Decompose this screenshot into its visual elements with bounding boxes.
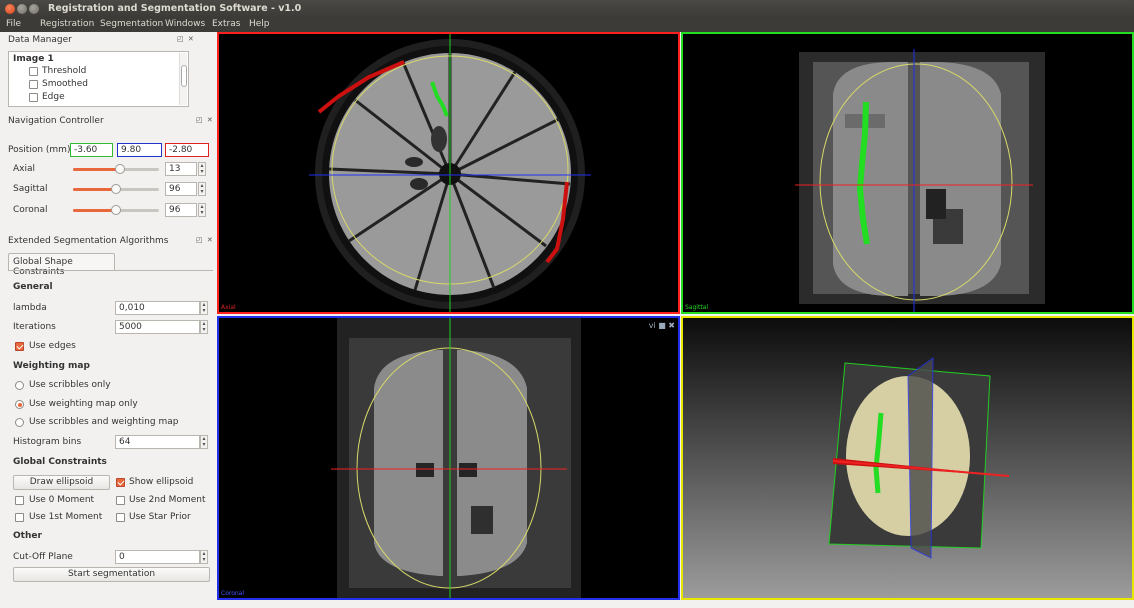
- 3d-render: [828, 357, 1010, 559]
- position-z-field[interactable]: -2.80: [165, 143, 209, 157]
- iterations-spin-arrows[interactable]: ▴ ▾: [200, 320, 208, 334]
- coronal-spin-arrows[interactable]: ▴ ▾: [198, 203, 206, 217]
- histogram-bins-field[interactable]: 64: [115, 435, 200, 449]
- axial-image: Axial: [221, 34, 591, 312]
- scribbles-only-radio[interactable]: [15, 381, 24, 390]
- coronal-corner-label: Coronal: [221, 590, 244, 597]
- coronal-spinbox[interactable]: 96: [165, 203, 197, 217]
- menu-bar: File Registration Segmentation Windows E…: [0, 18, 1134, 32]
- iterations-field[interactable]: 5000: [115, 320, 200, 334]
- threshold-label: Threshold: [42, 66, 87, 76]
- histogram-bins-label: Histogram bins: [13, 437, 82, 447]
- data-item-image[interactable]: Image 1: [13, 54, 54, 64]
- tab-divider: [8, 270, 213, 271]
- data-manager-list[interactable]: Image 1 Threshold Smoothed Edge: [8, 51, 189, 107]
- window-title: Registration and Segmentation Software -…: [48, 3, 302, 14]
- view-options-icon[interactable]: vi ■ ✖: [648, 321, 675, 330]
- histogram-spin-arrows[interactable]: ▴ ▾: [200, 435, 208, 449]
- axial-slider[interactable]: [73, 164, 159, 174]
- ext-seg-title: Extended Segmentation Algorithms: [8, 236, 169, 246]
- axial-spinbox[interactable]: 13: [165, 162, 197, 176]
- weighting-map-only-radio[interactable]: [15, 400, 24, 409]
- iterations-label: Iterations: [13, 322, 56, 332]
- menu-help[interactable]: Help: [249, 19, 270, 29]
- panel-float-close-icon[interactable]: ◰ ✕: [196, 236, 214, 244]
- smoothed-label: Smoothed: [42, 79, 88, 89]
- start-segmentation-button[interactable]: Start segmentation: [13, 567, 210, 582]
- scribbles-and-weighting-label: Use scribbles and weighting map: [29, 417, 179, 427]
- 3d-view[interactable]: [681, 316, 1134, 600]
- sagittal-slider-handle[interactable]: [111, 184, 121, 194]
- edge-checkbox[interactable]: [29, 93, 38, 102]
- use-1st-moment-label: Use 1st Moment: [29, 512, 103, 522]
- sagittal-image: Sagittal: [685, 49, 1045, 312]
- menu-registration[interactable]: Registration: [40, 19, 95, 29]
- sagittal-spinbox[interactable]: 96: [165, 182, 197, 196]
- scribbles-and-weighting-radio[interactable]: [15, 418, 24, 427]
- axial-corner-label: Axial: [221, 304, 236, 311]
- cutoff-plane-field[interactable]: 0: [115, 550, 200, 564]
- panel-float-close-icon[interactable]: ◰ ✕: [177, 35, 195, 43]
- coronal-slider-handle[interactable]: [111, 205, 121, 215]
- left-panel: Data Manager ◰ ✕ Image 1 Threshold Smoot…: [0, 32, 217, 598]
- global-constraints-heading: Global Constraints: [13, 457, 107, 467]
- sagittal-spin-arrows[interactable]: ▴ ▾: [198, 182, 206, 196]
- draw-ellipsoid-button[interactable]: Draw ellipsoid: [13, 475, 110, 490]
- use-star-prior-checkbox[interactable]: [116, 513, 125, 522]
- axial-slider-handle[interactable]: [115, 164, 125, 174]
- nav-controller-title: Navigation Controller: [8, 116, 104, 126]
- title-bar: Registration and Segmentation Software -…: [0, 0, 1134, 18]
- lambda-field[interactable]: 0,010: [115, 301, 200, 315]
- cutoff-spin-arrows[interactable]: ▴ ▾: [200, 550, 208, 564]
- tab-global-shape-constraints[interactable]: Global Shape Constraints: [8, 253, 115, 277]
- sagittal-corner-label: Sagittal: [685, 304, 708, 311]
- weighting-map-only-label: Use weighting map only: [29, 399, 138, 409]
- coronal-label: Coronal: [13, 205, 48, 215]
- cutoff-plane-label: Cut-Off Plane: [13, 552, 73, 562]
- other-heading: Other: [13, 531, 42, 541]
- show-ellipsoid-label: Show ellipsoid: [129, 477, 194, 487]
- minimize-window-icon[interactable]: [17, 4, 27, 14]
- menu-extras[interactable]: Extras: [212, 19, 241, 29]
- axial-view[interactable]: Axial: [217, 32, 680, 314]
- use-0-moment-label: Use 0 Moment: [29, 495, 95, 505]
- lambda-spin-arrows[interactable]: ▴ ▾: [200, 301, 208, 315]
- use-edges-label: Use edges: [29, 341, 76, 351]
- sagittal-slider[interactable]: [73, 184, 159, 194]
- position-y-field[interactable]: 9.80: [117, 143, 162, 157]
- use-2nd-moment-checkbox[interactable]: [116, 496, 125, 505]
- use-1st-moment-checkbox[interactable]: [15, 513, 24, 522]
- smoothed-checkbox[interactable]: [29, 80, 38, 89]
- position-x-field[interactable]: -3.60: [70, 143, 113, 157]
- threshold-checkbox[interactable]: [29, 67, 38, 76]
- show-ellipsoid-checkbox[interactable]: [116, 478, 125, 487]
- coronal-slider[interactable]: [73, 205, 159, 215]
- general-heading: General: [13, 282, 53, 292]
- menu-file[interactable]: File: [6, 19, 22, 29]
- use-star-prior-label: Use Star Prior: [129, 512, 191, 522]
- coronal-view[interactable]: vi ■ ✖ Coronal: [217, 316, 680, 600]
- use-edges-checkbox[interactable]: [15, 342, 24, 351]
- sagittal-view[interactable]: Sagittal: [681, 32, 1134, 314]
- menu-windows[interactable]: Windows: [165, 19, 206, 29]
- lambda-label: lambda: [13, 303, 47, 313]
- use-2nd-moment-label: Use 2nd Moment: [129, 495, 206, 505]
- data-manager-scrollbar[interactable]: [179, 53, 187, 105]
- axial-label: Axial: [13, 164, 35, 174]
- sagittal-label: Sagittal: [13, 184, 48, 194]
- close-window-icon[interactable]: [5, 4, 15, 14]
- use-0-moment-checkbox[interactable]: [15, 496, 24, 505]
- edge-label: Edge: [42, 92, 65, 102]
- scrollbar-thumb[interactable]: [181, 65, 187, 87]
- panel-float-close-icon[interactable]: ◰ ✕: [196, 116, 214, 124]
- coronal-image: Coronal: [221, 318, 581, 598]
- position-label: Position (mm): [8, 145, 71, 155]
- scribbles-only-label: Use scribbles only: [29, 380, 111, 390]
- menu-segmentation[interactable]: Segmentation: [100, 19, 164, 29]
- data-manager-title: Data Manager: [8, 35, 72, 45]
- axial-spin-arrows[interactable]: ▴ ▾: [198, 162, 206, 176]
- maximize-window-icon[interactable]: [29, 4, 39, 14]
- weighting-map-heading: Weighting map: [13, 361, 90, 371]
